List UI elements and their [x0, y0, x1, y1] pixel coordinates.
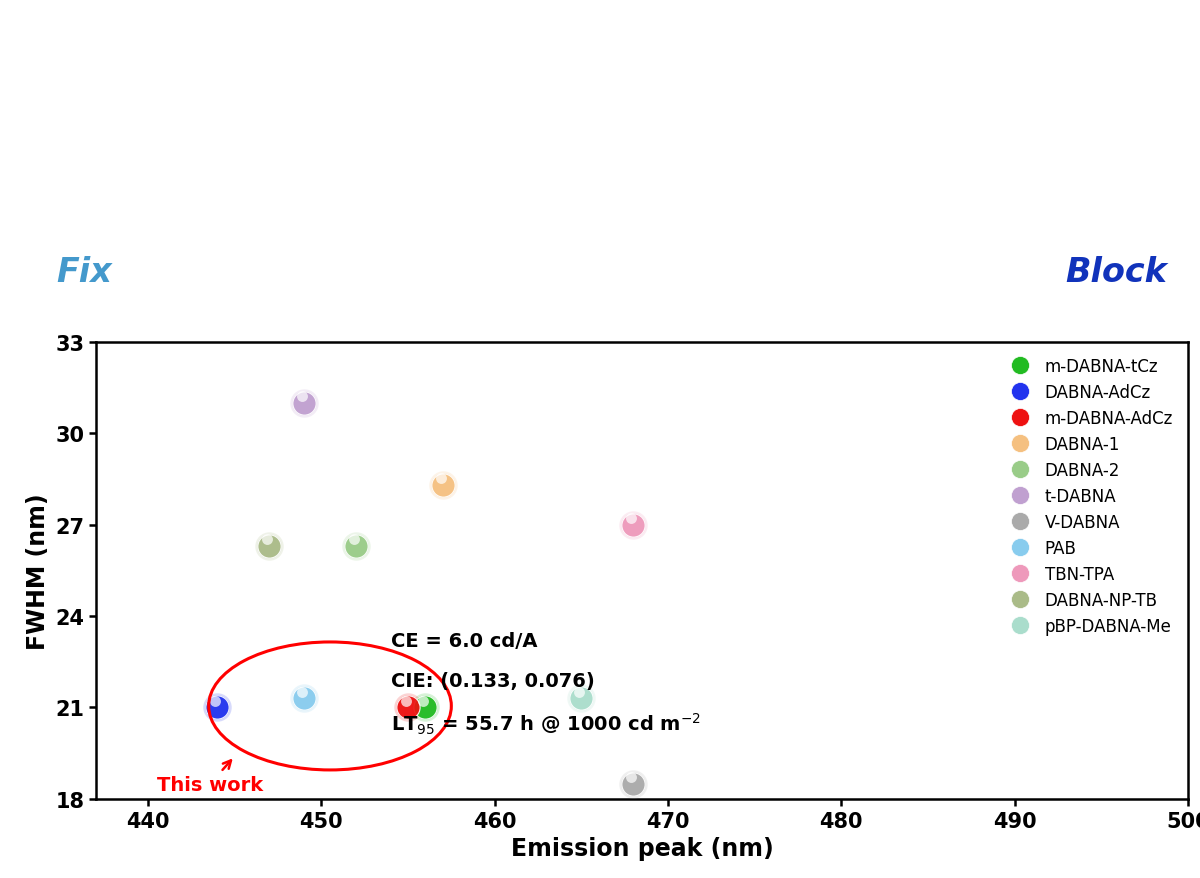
Point [433, 479, 452, 493]
Point [398, 701, 418, 715]
Point [433, 479, 452, 493]
Point [571, 692, 590, 706]
Point [293, 390, 312, 404]
Point [208, 701, 227, 715]
Point [294, 396, 313, 410]
Point [624, 777, 643, 791]
Point [431, 471, 450, 486]
Point [398, 701, 418, 715]
Point [624, 777, 643, 791]
Point [622, 770, 641, 784]
Point [433, 479, 452, 493]
Point [294, 692, 313, 706]
Point [415, 701, 434, 715]
Point [259, 539, 278, 553]
Text: LT$_{95}$ = 55.7 h @ 1000 cd m$^{-2}$: LT$_{95}$ = 55.7 h @ 1000 cd m$^{-2}$ [391, 710, 701, 736]
Point [571, 692, 590, 706]
Point [415, 701, 434, 715]
Point [347, 539, 366, 553]
Point [624, 518, 643, 532]
Point [571, 692, 590, 706]
Point [208, 701, 227, 715]
Point [294, 396, 313, 410]
Point [415, 701, 434, 715]
X-axis label: Emission peak (nm): Emission peak (nm) [511, 837, 773, 860]
Point [398, 701, 418, 715]
Text: CE = 6.0 cd/A: CE = 6.0 cd/A [391, 631, 538, 651]
Point [622, 511, 641, 525]
Point [624, 777, 643, 791]
Y-axis label: FWHM (nm): FWHM (nm) [25, 493, 49, 649]
Point [344, 533, 364, 547]
Point [294, 692, 313, 706]
Legend: m-DABNA-tCz, DABNA-AdCz, m-DABNA-AdCz, DABNA-1, DABNA-2, t-DABNA, V-DABNA, PAB, : m-DABNA-tCz, DABNA-AdCz, m-DABNA-AdCz, D… [996, 350, 1180, 642]
Point [294, 396, 313, 410]
Point [624, 518, 643, 532]
Point [414, 694, 433, 708]
Point [208, 701, 227, 715]
Point [293, 685, 312, 699]
Point [347, 539, 366, 553]
Point [259, 539, 278, 553]
Point [347, 539, 366, 553]
Text: This work: This work [157, 760, 263, 794]
Text: Block: Block [1066, 255, 1166, 289]
Point [396, 694, 415, 708]
Point [259, 539, 278, 553]
Text: Fix: Fix [56, 255, 112, 289]
Point [205, 694, 224, 708]
Text: CIE: (0.133, 0.076): CIE: (0.133, 0.076) [391, 671, 594, 690]
Point [258, 533, 277, 547]
Point [624, 518, 643, 532]
Point [570, 685, 589, 699]
Point [294, 692, 313, 706]
